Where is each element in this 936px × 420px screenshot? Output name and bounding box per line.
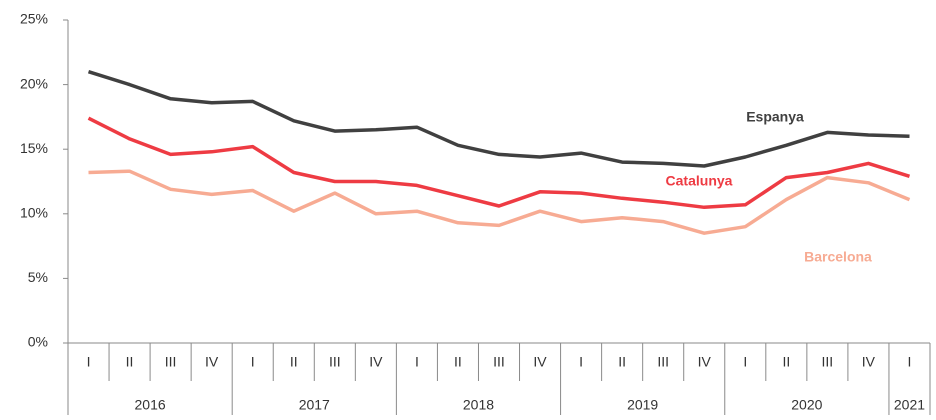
series-line — [87, 116, 911, 210]
y-tick-label: 25% — [20, 11, 48, 27]
x-group-label: 2017 — [299, 397, 330, 413]
x-tick-label: II — [126, 354, 134, 370]
x-tick-label: I — [579, 354, 583, 370]
series-label: Catalunya — [666, 173, 733, 189]
x-tick-label: IV — [698, 354, 712, 370]
x-tick-label: III — [329, 354, 341, 370]
x-tick-label: II — [454, 354, 462, 370]
x-tick-label: IV — [533, 354, 547, 370]
y-tick-label: 20% — [20, 75, 48, 91]
x-group-label: 2016 — [135, 397, 166, 413]
x-group-label: 2021 — [894, 397, 925, 413]
x-tick-label: III — [822, 354, 834, 370]
x-tick-label: I — [87, 354, 91, 370]
x-tick-label: III — [493, 354, 505, 370]
x-tick-label: IV — [369, 354, 383, 370]
x-group-label: 2020 — [791, 397, 822, 413]
x-tick-label: I — [743, 354, 747, 370]
x-tick-label: I — [908, 354, 912, 370]
series-line — [87, 70, 910, 168]
x-tick-label: I — [251, 354, 255, 370]
x-tick-label: II — [290, 354, 298, 370]
y-tick-label: 0% — [28, 334, 48, 350]
series-label: Espanya — [746, 109, 804, 125]
x-tick-label: II — [782, 354, 790, 370]
series-label: Barcelona — [804, 249, 872, 265]
series-line — [88, 169, 911, 235]
x-tick-label: II — [618, 354, 626, 370]
x-group-label: 2019 — [627, 397, 658, 413]
y-tick-label: 10% — [20, 205, 48, 221]
y-tick-label: 15% — [20, 140, 48, 156]
x-tick-label: IV — [862, 354, 876, 370]
y-tick-label: 5% — [28, 269, 48, 285]
x-group-label: 2018 — [463, 397, 494, 413]
x-tick-label: III — [165, 354, 177, 370]
x-tick-label: I — [415, 354, 419, 370]
x-tick-label: III — [657, 354, 669, 370]
x-tick-label: IV — [205, 354, 219, 370]
